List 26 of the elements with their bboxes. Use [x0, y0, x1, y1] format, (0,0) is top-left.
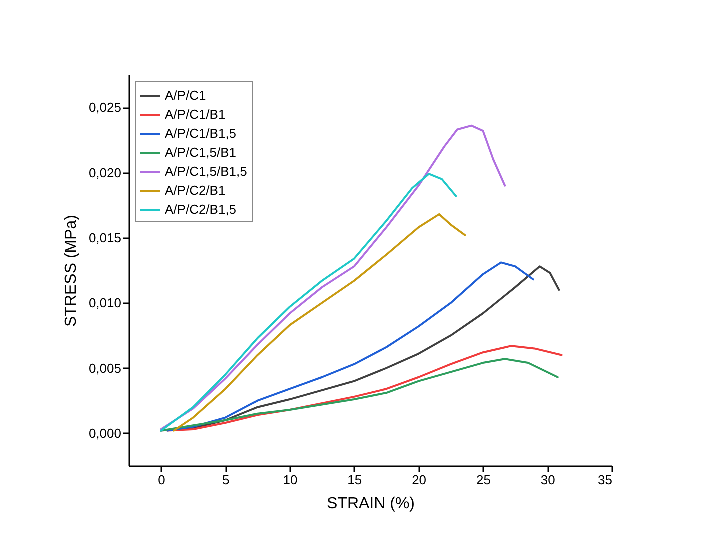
legend-label: A/P/C1,5/B1: [165, 145, 237, 160]
legend-label: A/P/C2/B1: [165, 183, 226, 198]
legend-label: A/P/C2/B1,5: [165, 202, 237, 217]
x-tick-label: 5: [222, 472, 230, 488]
y-tick-label: 0,020: [88, 165, 122, 180]
line-series: [160, 358, 559, 432]
x-axis-title: STRAIN (%): [327, 496, 415, 512]
line-series: [160, 124, 506, 431]
legend-label: A/P/C1: [165, 88, 206, 103]
x-tick-label: 30: [540, 472, 556, 488]
x-tick-label: 0: [158, 472, 166, 488]
y-tick-label: 0,025: [88, 100, 122, 116]
legend-label: A/P/C1/B1: [165, 107, 226, 122]
y-tick-label: 0,015: [88, 230, 122, 246]
legend-label: A/P/C1/B1,5: [165, 126, 237, 141]
x-tick-label: 25: [476, 472, 491, 488]
x-tick-label: 20: [412, 472, 427, 488]
legend-label: A/P/C1,5/B1,5: [165, 164, 248, 179]
line-series: [166, 345, 563, 432]
x-tick-label: 35: [598, 472, 612, 488]
y-tick-label: 0,010: [88, 296, 122, 311]
y-tick-label: 0,000: [88, 426, 122, 441]
y-tick-label: 0,005: [88, 360, 122, 376]
x-tick-label: 10: [283, 472, 298, 488]
x-tick-label: 15: [348, 472, 362, 488]
y-axis-title: STRESS (MPa): [62, 214, 80, 328]
